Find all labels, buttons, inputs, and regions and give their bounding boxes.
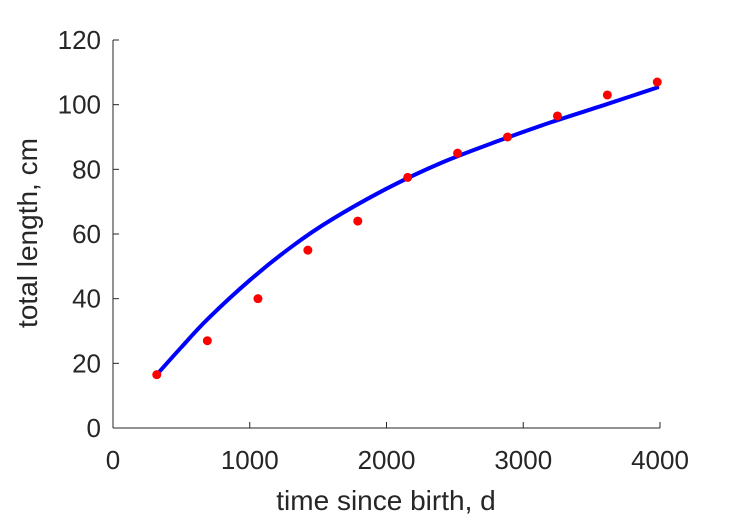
fit-line <box>154 85 660 377</box>
y-axis-ticks: 0 20 40 60 80 100 120 <box>58 25 119 443</box>
data-point <box>303 245 313 255</box>
data-point <box>552 111 562 121</box>
x-tick-label: 4000 <box>631 445 689 475</box>
y-tick-label: 40 <box>72 284 101 314</box>
data-point <box>403 172 413 182</box>
data-point <box>453 148 463 158</box>
data-point <box>253 294 263 304</box>
y-tick-label: 120 <box>58 25 101 55</box>
data-point <box>652 77 662 87</box>
y-tick-label: 0 <box>87 413 101 443</box>
data-point <box>602 90 612 100</box>
y-axis-label: total length, cm <box>12 138 43 328</box>
x-axis-ticks: 0 1000 2000 3000 4000 <box>106 422 689 475</box>
data-point <box>503 132 513 142</box>
x-tick-label: 3000 <box>494 445 552 475</box>
x-tick-label: 1000 <box>221 445 279 475</box>
x-axis-label: time since birth, d <box>276 485 495 516</box>
x-tick-label: 2000 <box>358 445 416 475</box>
data-point <box>202 336 212 346</box>
y-tick-label: 20 <box>72 348 101 378</box>
data-points <box>152 77 662 380</box>
y-tick-label: 100 <box>58 90 101 120</box>
y-tick-label: 60 <box>72 219 101 249</box>
data-point <box>152 370 162 380</box>
x-tick-label: 0 <box>106 445 120 475</box>
data-point <box>353 216 363 226</box>
y-tick-label: 80 <box>72 154 101 184</box>
